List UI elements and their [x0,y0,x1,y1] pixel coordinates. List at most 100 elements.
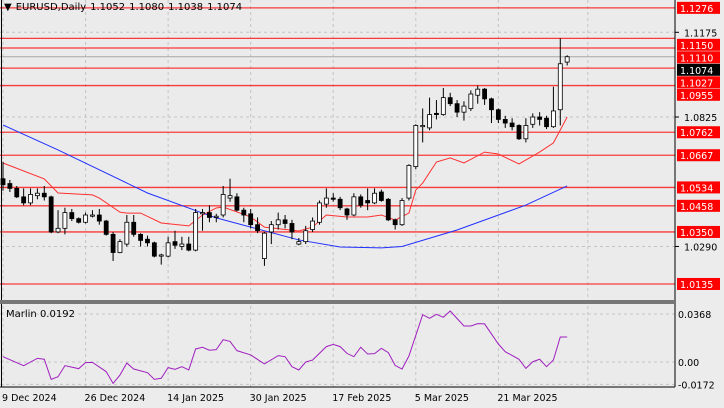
bull-candle [165,242,171,257]
low-value: 1.1038 [168,2,204,13]
panel-separator [0,300,675,304]
bull-candle [83,214,88,223]
level-price-label-bg [677,199,720,212]
bull-candle [193,212,199,251]
bear-candle [48,196,54,233]
price-tick-label: 1.0825 [684,113,717,124]
bull-candle [55,227,61,233]
bear-candle [21,196,27,204]
bull-candle [200,212,205,215]
bear-candle [502,119,508,124]
bear-candle [537,116,543,120]
bear-candle [138,233,144,241]
level-price-label: 1.0350 [680,228,713,239]
indicator-axis-label: -0.0172 [678,380,715,391]
bear-candle [234,196,240,211]
bear-candle [489,98,494,111]
bear-candle [344,208,350,216]
level-price-label-bg [677,225,720,238]
bear-candle [330,197,336,200]
bull-candle [310,220,316,230]
bull-candle [262,232,267,259]
bull-candle [90,214,95,217]
level-price-label: 1.1276 [680,4,713,15]
date-label: 17 Feb 2025 [332,393,391,404]
bull-candle [35,192,40,197]
bull-candle [28,194,33,204]
current-price-label: 1.1074 [680,66,713,77]
bull-candle [406,164,412,199]
bear-candle [447,97,453,105]
bull-candle [461,105,467,113]
level-price-label: 1.0762 [680,128,713,139]
bull-candle [268,224,274,233]
level-price-label-bg [677,181,720,194]
bull-candle [475,88,481,96]
bull-candle [564,56,570,63]
level-price-label-bg [677,38,720,51]
bull-candle [62,212,68,229]
main-panel-bg [0,0,675,300]
date-label: 30 Jan 2025 [250,393,307,404]
bear-candle [358,196,364,206]
bear-candle [365,200,371,204]
bear-candle [110,233,116,253]
axes: 9 Dec 2024 26 Dec 2024 14 Jan 2025 30 Jan 2… [0,0,715,404]
current-price-label-bg [677,63,720,76]
level-price-label: 1.0458 [680,202,713,213]
bull-candle [303,230,309,243]
level-price-label-bg [677,51,720,64]
bear-candle [255,224,260,232]
bear-candle [516,125,522,140]
bull-candle [399,200,405,226]
bear-candle [482,88,488,100]
level-price-label-bg [677,88,720,101]
bear-candle [7,183,13,189]
bull-candle [413,125,419,168]
date-label: 21 Mar 2025 [497,393,557,404]
bear-candle [96,214,102,222]
bull-candle [317,202,322,223]
bear-candle [248,213,254,226]
bull-candle [351,196,357,216]
bull-candle [227,195,233,199]
date-label: 26 Dec 2024 [85,393,146,404]
level-price-label-bg [677,277,720,290]
bear-candle [172,241,178,246]
bear-candle [241,209,247,216]
bull-candle [323,197,329,205]
grid [0,0,675,387]
level-price-label: 1.0955 [680,91,713,102]
bull-candle [117,241,123,253]
date-label: 14 Jan 2025 [167,393,224,404]
bear-candle [544,117,549,128]
indicator-axis-label: 0.0368 [678,310,711,321]
bull-candle [440,97,446,115]
candles [0,38,570,266]
symbol-timeframe: EURUSD,Daily [15,2,87,13]
bull-candle [557,63,563,111]
level-price-label-bg [677,149,720,162]
bull-candle [275,219,281,226]
chart-title: ▼ EURUSD,Daily 1.1052 1.1080 1.1038 1.1074 [4,2,246,13]
triangle-down-icon[interactable]: ▼ [4,2,12,13]
bull-candle [427,114,432,129]
level-price-label-bg [677,1,720,14]
close-value: 1.1074 [207,2,243,13]
bear-candle [186,243,192,251]
bull-candle [220,194,226,216]
bear-candle [41,192,47,198]
high-value: 1.1080 [129,2,165,13]
bear-candle [282,219,288,224]
level-price-label: 1.0135 [680,280,713,291]
indicator-label: Marlin 0.0192 [6,309,75,320]
bear-candle [145,238,150,244]
bull-candle [468,93,474,109]
price-tick-label: 1.0290 [684,242,717,253]
bear-candle [289,223,295,233]
open-value: 1.1052 [90,2,126,13]
bull-candle [372,192,377,204]
